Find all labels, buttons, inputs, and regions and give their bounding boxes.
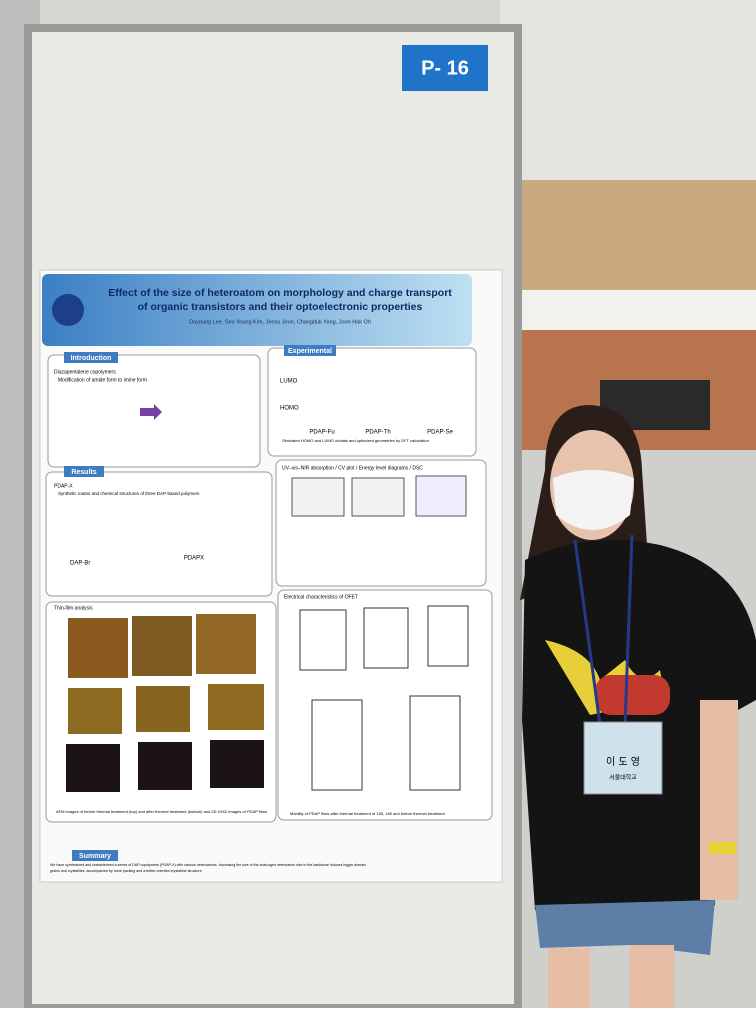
panel [45, 471, 273, 597]
section-heading: Introduction [71, 355, 112, 362]
text: AFM images of before thermal treatment (… [56, 809, 267, 814]
badge-name: 이 도 영 [606, 756, 640, 768]
arrow [140, 404, 162, 420]
afm-image [196, 614, 256, 674]
poster-title: Effect of the size of heteroatom on morp… [108, 287, 452, 299]
figure [363, 607, 409, 669]
text: Simulated HOMO and LUMO orbitals and opt… [282, 438, 429, 443]
figure [299, 609, 347, 671]
gixd-image [210, 740, 264, 788]
text: PDAP-Fu [309, 430, 334, 436]
lanyard [573, 539, 602, 726]
badge-affiliation: 서울대학교 [609, 774, 637, 782]
text: HOMO [280, 406, 299, 412]
poster-title: of organic transistors and their optoele… [138, 301, 423, 313]
logo [52, 294, 84, 326]
text: PDAP-Th [365, 430, 390, 436]
arm [700, 700, 738, 900]
afm-image [132, 616, 192, 676]
leg [548, 948, 590, 1008]
text: Diazapentalene copolymers [54, 369, 116, 375]
authors: Doyoung Lee, Seo Young Kim, Jeesu Jeon, … [189, 319, 371, 325]
section-heading: Summary [79, 853, 111, 860]
lanyard [623, 534, 634, 726]
tag-bg [402, 45, 488, 91]
text: Thin-film analysis [54, 605, 93, 611]
afm-image [208, 684, 264, 730]
text: PDAPX [184, 556, 204, 562]
text: UV–vis–NIR absorption / CV plot / Energy… [282, 465, 423, 471]
figure [351, 477, 405, 517]
afm-image [136, 686, 190, 732]
text: PDAP-Se [427, 430, 453, 436]
heading-bg [72, 850, 118, 861]
text: DAP-Br [70, 561, 90, 567]
heading-bg [284, 345, 336, 356]
shirt-print [595, 675, 670, 715]
panel [267, 347, 477, 457]
figure [291, 477, 345, 517]
figure [311, 699, 363, 791]
figure [409, 695, 461, 791]
section-heading: Experimental [288, 348, 332, 355]
leg [630, 945, 674, 1008]
mask [553, 470, 634, 530]
wall-panel [510, 180, 756, 290]
afm-image [68, 618, 128, 678]
poster-header [42, 274, 472, 346]
board-tag: P- 16 [421, 57, 469, 79]
text: grains and crystallites, accompanied by … [50, 869, 203, 873]
text: Synthetic routes and chemical structures… [58, 491, 200, 496]
wristband [708, 842, 736, 854]
gixd-image [66, 744, 120, 792]
gixd-image [138, 742, 192, 790]
figure [427, 605, 469, 667]
text: We have synthesized and characterized a … [50, 863, 366, 867]
text: Modification of amide form to imine form [58, 377, 147, 383]
name-badge [583, 721, 663, 795]
text: PDAP-X [54, 483, 73, 489]
afm-image [68, 688, 122, 734]
heading-bg [64, 352, 118, 363]
text: Mobility of PDAP films after thermal tre… [290, 811, 446, 816]
shorts [535, 900, 715, 955]
figure [415, 475, 467, 517]
text: Electrical characteristics of OFET [284, 594, 358, 600]
section-heading: Results [71, 469, 96, 476]
heading-bg [64, 466, 104, 477]
text: LUMO [280, 379, 298, 385]
